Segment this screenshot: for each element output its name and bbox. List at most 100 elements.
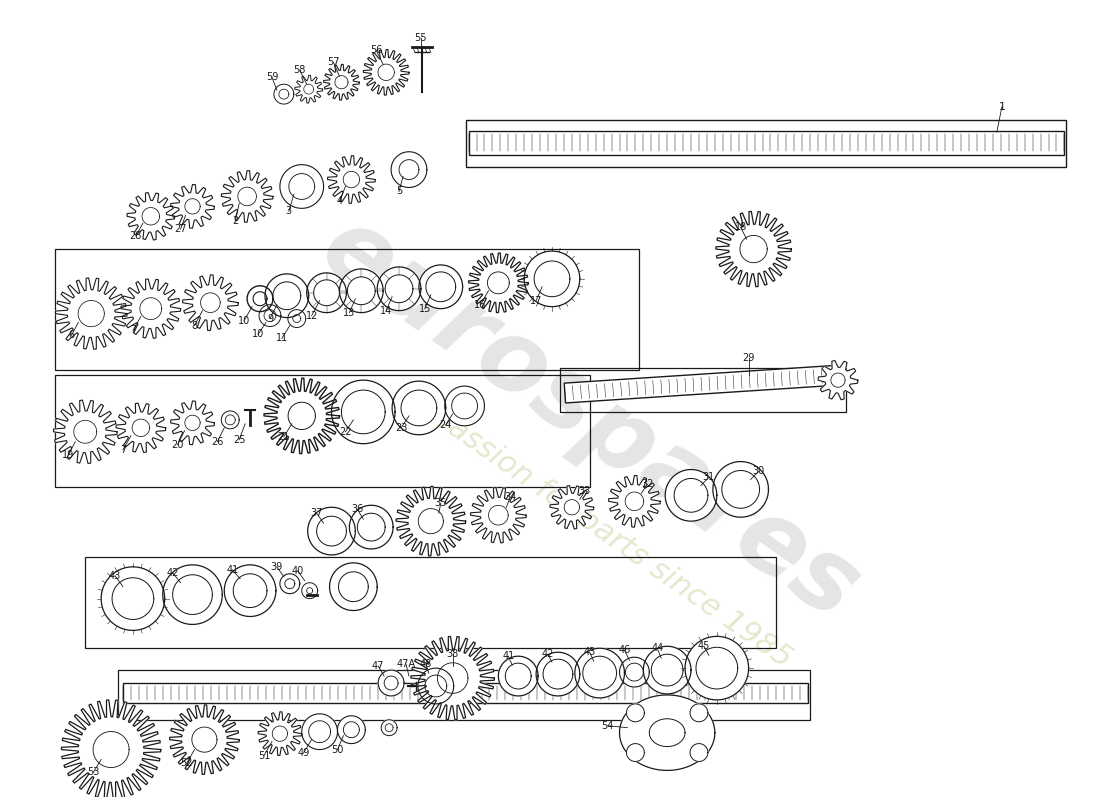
Polygon shape (644, 646, 691, 694)
Polygon shape (301, 714, 338, 750)
Text: a passion for parts since 1985: a passion for parts since 1985 (403, 385, 796, 673)
Polygon shape (258, 305, 280, 326)
Text: 59: 59 (266, 72, 278, 82)
Text: 48: 48 (420, 659, 432, 669)
Polygon shape (488, 506, 508, 525)
Polygon shape (382, 720, 397, 736)
Polygon shape (378, 64, 394, 81)
Text: 4: 4 (337, 196, 342, 206)
Text: 13: 13 (343, 308, 355, 318)
Text: 58: 58 (294, 66, 306, 75)
Polygon shape (384, 676, 398, 690)
Polygon shape (94, 731, 129, 767)
Polygon shape (288, 402, 316, 430)
Polygon shape (301, 582, 318, 598)
Text: 57: 57 (328, 58, 340, 67)
Text: 38: 38 (447, 650, 459, 659)
Text: 6: 6 (68, 330, 75, 341)
Polygon shape (564, 500, 580, 515)
Polygon shape (392, 381, 446, 434)
Text: 14: 14 (379, 306, 393, 316)
Polygon shape (340, 269, 383, 313)
Polygon shape (248, 286, 273, 312)
Polygon shape (116, 403, 166, 453)
Text: 49: 49 (298, 747, 310, 758)
Text: 2: 2 (232, 216, 239, 226)
Polygon shape (55, 278, 126, 350)
Text: 17: 17 (530, 296, 542, 306)
Polygon shape (309, 721, 330, 742)
Polygon shape (627, 743, 645, 762)
Polygon shape (608, 475, 660, 527)
Text: 53: 53 (87, 767, 99, 778)
Polygon shape (314, 280, 340, 306)
Polygon shape (289, 174, 315, 199)
Polygon shape (132, 419, 150, 437)
Text: 36: 36 (351, 504, 363, 514)
Polygon shape (363, 50, 409, 95)
Polygon shape (469, 131, 1065, 154)
Polygon shape (279, 165, 323, 208)
Polygon shape (170, 401, 214, 445)
Polygon shape (619, 695, 715, 770)
Polygon shape (830, 373, 845, 387)
Polygon shape (358, 514, 385, 541)
Polygon shape (469, 253, 528, 313)
Text: 25: 25 (233, 434, 245, 445)
Polygon shape (498, 656, 538, 696)
Polygon shape (452, 393, 477, 419)
Polygon shape (696, 647, 738, 689)
Text: 1: 1 (999, 102, 1005, 112)
Polygon shape (328, 156, 375, 203)
Polygon shape (649, 718, 685, 746)
Polygon shape (525, 251, 580, 306)
Polygon shape (411, 637, 494, 720)
Polygon shape (169, 705, 239, 774)
Text: 42: 42 (542, 650, 554, 659)
Polygon shape (396, 486, 465, 556)
Polygon shape (685, 636, 749, 700)
Polygon shape (226, 415, 235, 425)
Text: 24: 24 (440, 420, 452, 430)
Polygon shape (264, 310, 276, 322)
Polygon shape (185, 198, 200, 214)
Text: 43: 43 (584, 647, 596, 658)
Text: 21: 21 (277, 432, 290, 442)
Polygon shape (564, 366, 838, 403)
Polygon shape (338, 716, 365, 743)
Polygon shape (535, 261, 570, 297)
Polygon shape (419, 265, 463, 309)
Text: 11: 11 (276, 334, 288, 343)
Polygon shape (713, 462, 769, 517)
Polygon shape (221, 411, 239, 429)
Text: 52: 52 (180, 758, 192, 769)
Polygon shape (575, 648, 625, 698)
Text: 43: 43 (109, 570, 121, 581)
Text: 34: 34 (504, 492, 516, 502)
Polygon shape (238, 187, 256, 206)
Polygon shape (378, 670, 404, 696)
Text: 8: 8 (191, 321, 198, 330)
Text: 15: 15 (419, 304, 431, 314)
Polygon shape (323, 64, 360, 100)
Polygon shape (627, 704, 645, 722)
Polygon shape (265, 274, 309, 318)
Text: 19: 19 (63, 450, 75, 460)
Text: 47A: 47A (396, 659, 416, 669)
Polygon shape (279, 89, 289, 99)
Text: 37: 37 (310, 508, 322, 518)
Polygon shape (343, 722, 360, 738)
Polygon shape (471, 487, 526, 543)
Text: eurospares: eurospares (302, 198, 877, 641)
Text: 40: 40 (292, 566, 304, 576)
Polygon shape (273, 726, 287, 742)
Polygon shape (690, 704, 708, 722)
Text: 44: 44 (651, 643, 663, 654)
Polygon shape (101, 567, 165, 630)
Polygon shape (392, 152, 427, 187)
Polygon shape (690, 743, 708, 762)
Text: 27: 27 (174, 224, 187, 234)
Text: 5: 5 (396, 186, 403, 197)
Polygon shape (293, 314, 300, 322)
Text: 50: 50 (331, 745, 343, 754)
